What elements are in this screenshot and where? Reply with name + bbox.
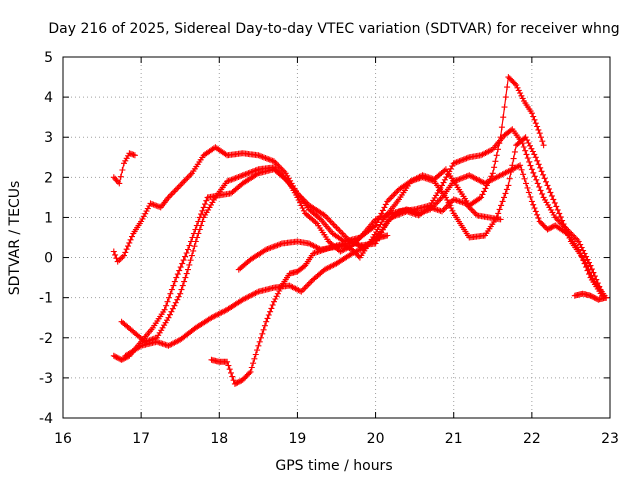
series-markers <box>235 74 547 273</box>
x-tick-label: 16 <box>54 431 72 447</box>
series-arc-g <box>235 74 547 273</box>
series-layer <box>110 74 610 387</box>
series-arc-h <box>571 290 610 303</box>
chart-title: Day 216 of 2025, Sidereal Day-to-day VTE… <box>48 21 619 37</box>
series-arc-a <box>110 150 138 187</box>
y-tick-label: -3 <box>39 371 53 387</box>
y-tick-label: 3 <box>44 130 53 146</box>
series-markers <box>110 150 138 187</box>
grid <box>63 57 610 418</box>
y-tick-label: -2 <box>39 331 53 347</box>
x-axis-label: GPS time / hours <box>275 458 392 474</box>
plot-frame <box>62 56 611 419</box>
x-tick-label: 22 <box>523 431 541 447</box>
y-tick-label: -4 <box>39 411 53 427</box>
y-tick-label: 1 <box>44 210 53 226</box>
x-tick-label: 19 <box>289 431 307 447</box>
y-tick-label: -1 <box>39 291 53 307</box>
y-axis-label: SDTVAR / TECUs <box>7 181 23 296</box>
x-tick-label: 18 <box>210 431 228 447</box>
x-tick-label: 23 <box>601 431 619 447</box>
y-tick-label: 4 <box>44 90 53 106</box>
x-tick-label: 21 <box>445 431 463 447</box>
y-tick-label: 0 <box>44 251 53 267</box>
x-tick-label: 20 <box>367 431 385 447</box>
y-tick-label: 5 <box>44 50 53 66</box>
y-tick-label: 2 <box>44 170 53 186</box>
series-markers <box>571 290 610 303</box>
x-tick-label: 17 <box>132 431 150 447</box>
